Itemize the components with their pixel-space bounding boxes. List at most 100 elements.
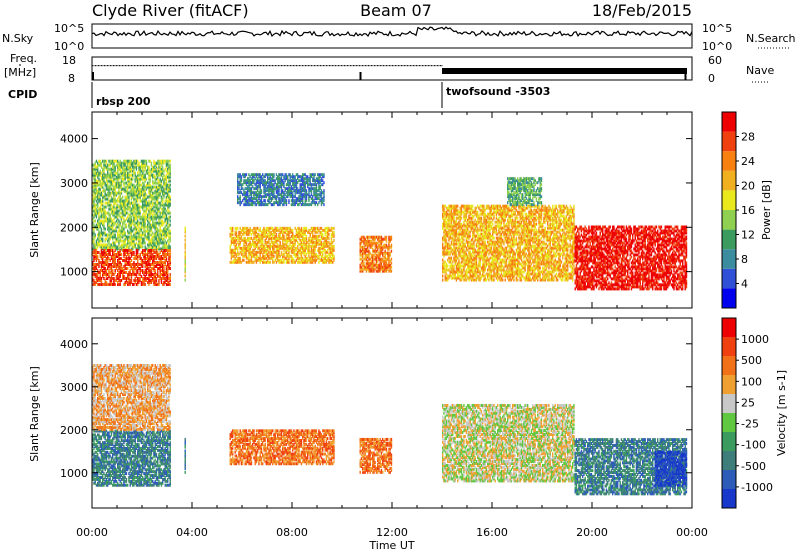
data-cell [364, 249, 366, 253]
data-cell [282, 234, 284, 238]
data-cell [129, 223, 131, 227]
data-cell [263, 189, 265, 193]
data-cell [158, 247, 160, 251]
data-cell [168, 264, 170, 268]
data-cell [97, 243, 99, 247]
data-cell [124, 199, 126, 203]
data-cell [168, 195, 170, 199]
data-cell [165, 185, 168, 189]
data-cell [124, 270, 126, 274]
data-cell [147, 255, 149, 259]
data-cell [248, 179, 250, 183]
data-cell [94, 251, 96, 255]
cpid-program-twofsound: twofsound -3503 [446, 85, 550, 98]
data-cell [230, 250, 233, 254]
data-cell [302, 177, 304, 181]
data-cell [133, 169, 135, 173]
data-cell [169, 266, 171, 270]
data-cell [130, 237, 133, 241]
data-cell [99, 282, 101, 286]
data-cell [147, 165, 149, 169]
data-cell [252, 185, 254, 189]
data-cell [112, 159, 114, 163]
data-cell [240, 187, 243, 191]
data-cell [149, 243, 151, 247]
data-cell [237, 240, 239, 244]
data-cell [92, 233, 94, 237]
data-cell [147, 213, 149, 217]
data-cell [169, 189, 171, 193]
freq-mark [135, 65, 137, 67]
data-cell [100, 193, 103, 197]
data-cell [137, 260, 139, 264]
data-cell [295, 232, 298, 236]
data-cell [129, 191, 131, 195]
data-cell [307, 258, 309, 262]
data-cell [259, 179, 261, 183]
data-cell [114, 282, 116, 286]
data-cell [303, 242, 305, 246]
data-cell [108, 191, 110, 195]
data-cell [362, 263, 364, 267]
data-cell [110, 278, 113, 282]
data-cell [294, 185, 296, 189]
data-cell [127, 260, 129, 264]
data-cell [257, 234, 259, 238]
data-cell [92, 205, 94, 209]
freq-mark [116, 65, 117, 67]
data-cell [304, 256, 306, 260]
data-cell [142, 185, 144, 189]
data-cell [299, 256, 301, 260]
data-cell [110, 219, 113, 223]
freq-mark [122, 65, 123, 67]
data-cell [295, 173, 298, 177]
data-cell [370, 253, 373, 257]
data-cell [158, 278, 160, 282]
freq-mark [420, 65, 422, 67]
data-cell [93, 185, 95, 189]
data-cell [150, 217, 153, 221]
data-cell [98, 189, 100, 193]
data-cell [104, 165, 106, 169]
data-cell [118, 229, 120, 233]
data-cell [132, 213, 134, 217]
data-cell [229, 232, 231, 236]
data-cell [262, 256, 264, 260]
data-cell [138, 245, 140, 249]
data-cell [140, 268, 143, 272]
data-cell [127, 165, 129, 169]
data-cell [125, 259, 128, 262]
data-cell [157, 159, 159, 163]
data-cell [310, 193, 313, 197]
data-cell [249, 246, 251, 250]
data-cell [280, 175, 283, 179]
data-cell [300, 191, 303, 195]
data-cell [157, 255, 159, 259]
data-cell [299, 183, 301, 187]
data-cell [232, 226, 234, 230]
data-cell [294, 193, 296, 197]
data-cell [184, 252, 186, 256]
data-cell [323, 189, 325, 193]
data-cell [238, 187, 240, 191]
data-cell [104, 189, 106, 193]
data-cell [288, 236, 290, 240]
data-cell [117, 272, 119, 276]
data-cell [118, 185, 120, 189]
data-cell [123, 276, 125, 280]
data-cell [297, 246, 299, 250]
data-cell [262, 244, 264, 248]
data-cell [277, 189, 279, 193]
data-cell [158, 241, 160, 245]
data-cell [259, 191, 261, 195]
data-cell [272, 242, 274, 246]
data-cell [247, 177, 249, 181]
data-cell [118, 243, 120, 247]
freq-mark [182, 65, 183, 67]
data-cell [110, 197, 113, 201]
data-cell [314, 197, 316, 201]
data-cell [162, 219, 164, 223]
data-cell [167, 169, 169, 173]
freq-mark [398, 65, 399, 67]
data-cell [129, 215, 131, 219]
